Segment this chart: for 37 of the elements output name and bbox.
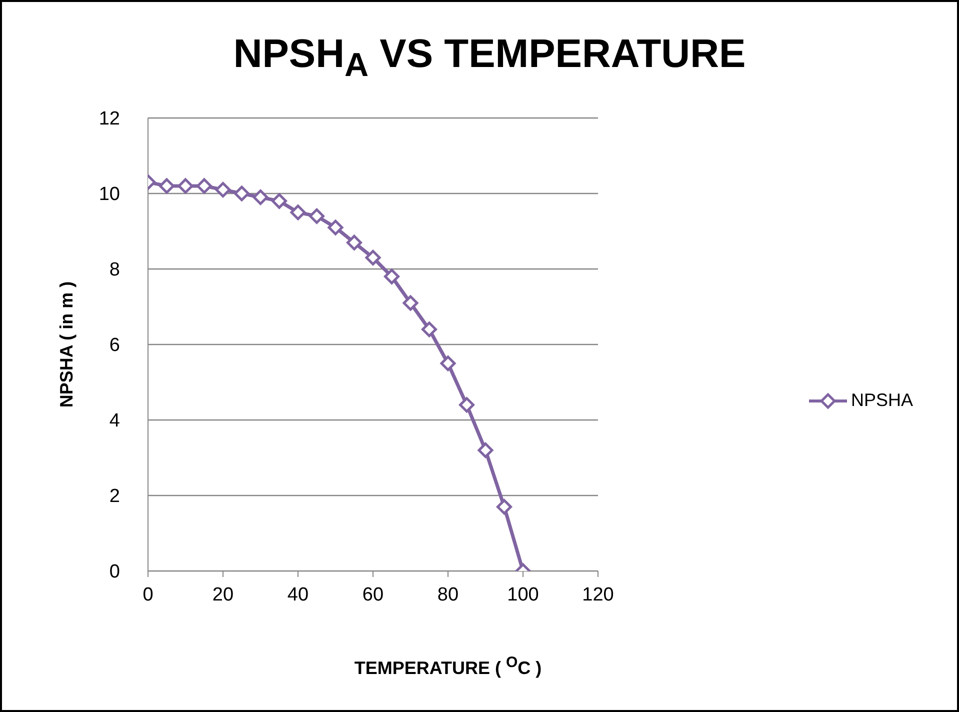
point [346, 234, 362, 250]
point [365, 250, 381, 266]
x-tick-label: 60 [362, 584, 384, 606]
y-tick-label: 2 [109, 486, 120, 508]
point [478, 442, 494, 458]
point [159, 178, 174, 194]
x-tick-label: 80 [437, 584, 459, 606]
x-tick-label: 100 [507, 584, 539, 606]
point [234, 186, 250, 202]
point [459, 397, 474, 413]
y-tick-label: 12 [98, 108, 120, 130]
point [440, 356, 456, 372]
point [422, 322, 437, 338]
point [178, 178, 194, 194]
y-tick-label: 6 [109, 335, 120, 356]
y-tick-label: 0 [109, 562, 120, 583]
point [196, 178, 212, 194]
chart-title: NPSH$_{A}$ VS TEMPERATURE [232, 32, 747, 85]
point [309, 208, 324, 224]
point [328, 220, 344, 236]
x-tick-label: 0 [142, 584, 154, 606]
y-tick-label: 8 [109, 260, 120, 281]
point [384, 268, 400, 284]
x-tick-label: 40 [287, 584, 309, 606]
x-axis-title: TEMPERATURE ( $^{O}$C ) [353, 654, 543, 679]
point [496, 499, 512, 515]
point [272, 193, 287, 209]
y-axis-title: NPSHA ( in m ) [56, 281, 76, 408]
y-tick-label: 10 [98, 184, 120, 206]
point [215, 182, 231, 198]
x-tick-label: 20 [212, 584, 234, 606]
y-tick-label: 4 [109, 410, 120, 432]
x-tick-label: 120 [582, 584, 614, 606]
point [290, 204, 306, 220]
point [252, 190, 268, 206]
point [402, 295, 418, 311]
legend-label: NPSHA [851, 390, 914, 411]
